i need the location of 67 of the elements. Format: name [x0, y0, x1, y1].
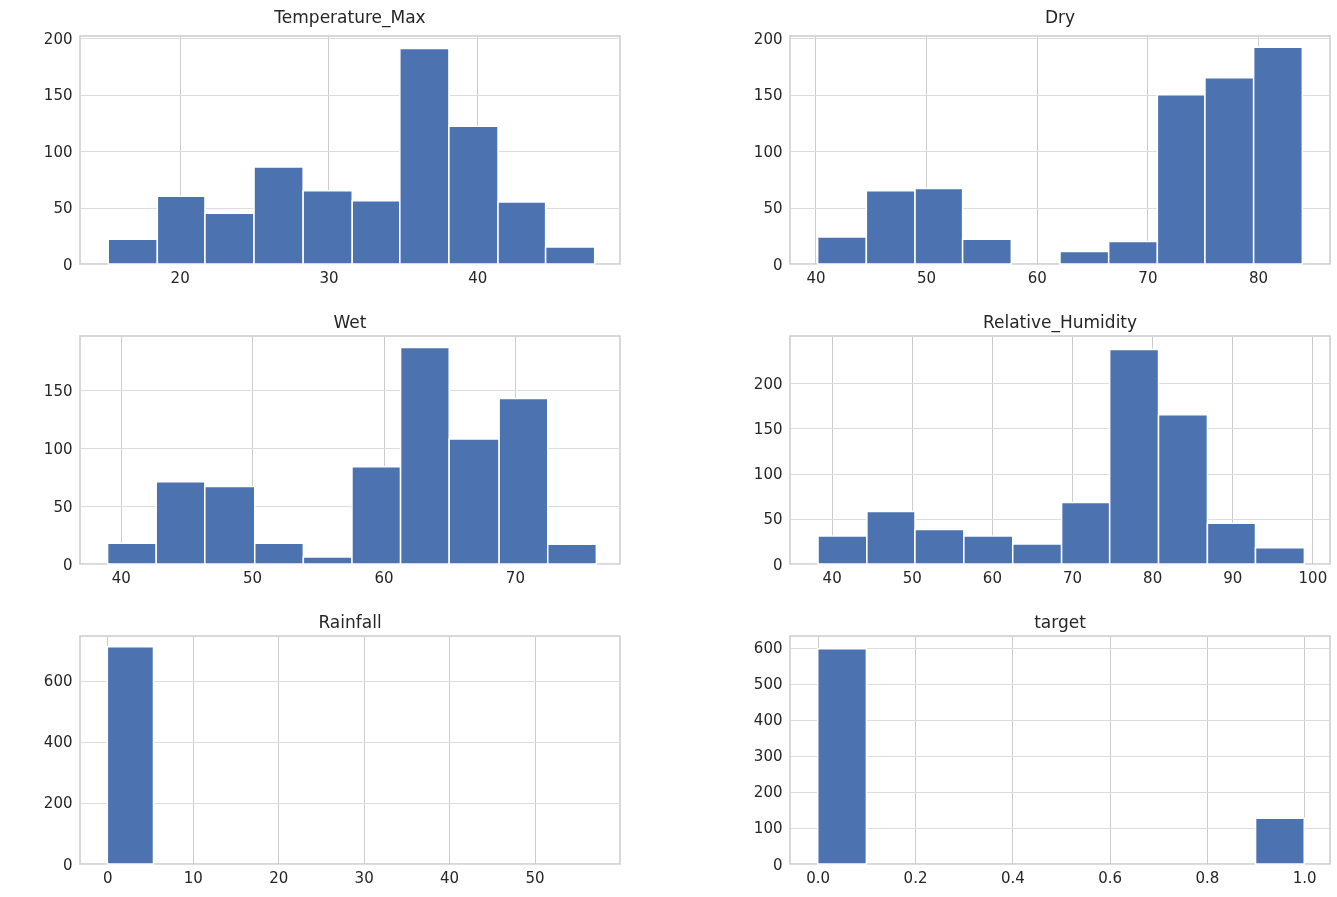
x-tick-label: 0.6 [1098, 868, 1123, 887]
chart-title: Temperature_Max [273, 7, 426, 29]
y-tick-label: 50 [53, 199, 73, 218]
x-tick-label: 100 [1298, 568, 1328, 587]
x-tick-label: 30 [319, 268, 339, 287]
x-tick-label: 60 [374, 568, 394, 587]
y-tick-label: 400 [43, 733, 73, 752]
x-tick-label: 50 [525, 868, 545, 887]
x-tick-label: 60 [1027, 268, 1047, 287]
y-tick-label: 50 [53, 497, 73, 516]
x-tick-label: 0.8 [1195, 868, 1220, 887]
y-tick-label: 150 [43, 381, 73, 400]
chart-title: Relative_Humidity [982, 312, 1138, 333]
y-tick-label: 300 [753, 747, 783, 766]
y-tick-label: 200 [753, 374, 783, 393]
y-tick-label: 200 [43, 29, 73, 48]
x-tick-label: 20 [170, 268, 190, 287]
x-tick-label: 30 [354, 868, 374, 887]
y-tick-label: 100 [43, 439, 73, 458]
y-tick-label: 500 [753, 675, 783, 694]
y-tick-label: 100 [753, 142, 783, 161]
y-tick-label: 150 [43, 86, 73, 105]
y-tick-label: 50 [763, 510, 783, 529]
x-tick-label: 40 [111, 568, 131, 587]
y-tick-label: 150 [753, 419, 783, 438]
x-tick-label: 1.0 [1292, 868, 1317, 887]
x-tick-label: 40 [468, 268, 488, 287]
x-tick-label: 50 [917, 268, 937, 287]
x-tick-label: 0 [103, 868, 113, 887]
x-tick-label: 40 [822, 568, 842, 587]
y-tick-label: 200 [43, 794, 73, 813]
y-tick-label: 0 [772, 255, 783, 274]
y-tick-label: 200 [753, 29, 783, 48]
y-tick-label: 400 [753, 711, 783, 730]
x-tick-label: 90 [1223, 568, 1243, 587]
x-tick-label: 60 [982, 568, 1002, 587]
y-tick-label: 50 [763, 199, 783, 218]
chart-title: target [1034, 612, 1087, 632]
x-tick-label: 20 [269, 868, 289, 887]
x-tick-label: 40 [806, 268, 826, 287]
x-tick-label: 70 [505, 568, 525, 587]
x-tick-label: 0.0 [806, 868, 831, 887]
y-tick-label: 150 [753, 86, 783, 105]
x-tick-label: 50 [243, 568, 263, 587]
x-tick-label: 70 [1138, 268, 1158, 287]
y-tick-label: 100 [753, 819, 783, 838]
y-tick-label: 600 [753, 639, 783, 658]
chart-title: Rainfall [318, 612, 382, 632]
x-tick-label: 0.2 [903, 868, 928, 887]
x-tick-label: 0.4 [1000, 868, 1025, 887]
y-tick-label: 0 [62, 255, 73, 274]
chart-title: Dry [1044, 7, 1076, 28]
y-tick-label: 200 [753, 783, 783, 802]
y-tick-label: 100 [753, 465, 783, 484]
y-tick-label: 100 [43, 142, 73, 161]
x-tick-label: 80 [1143, 568, 1163, 587]
x-tick-label: 40 [440, 868, 460, 887]
y-tick-label: 0 [62, 555, 73, 574]
chart-title: Wet [333, 312, 367, 332]
x-tick-label: 70 [1062, 568, 1083, 587]
y-tick-label: 0 [772, 855, 783, 874]
x-tick-label: 50 [902, 568, 922, 587]
x-tick-label: 10 [183, 868, 203, 887]
x-tick-label: 80 [1249, 268, 1269, 287]
y-tick-label: 0 [772, 555, 783, 574]
y-tick-label: 0 [62, 855, 73, 874]
y-tick-label: 600 [43, 672, 73, 691]
